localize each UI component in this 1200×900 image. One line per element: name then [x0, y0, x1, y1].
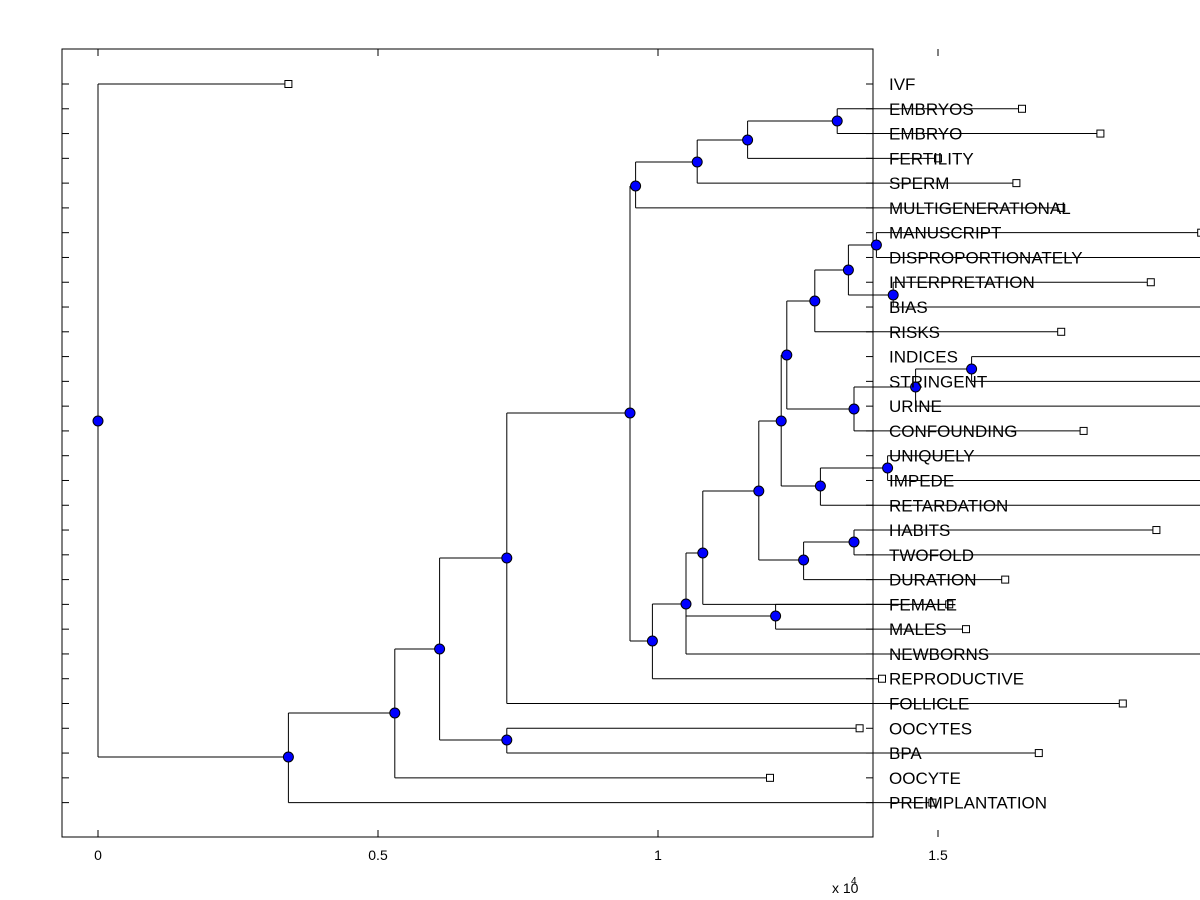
leaf-label: BIAS — [889, 298, 928, 317]
x-axis-ticks: 00.511.522.5 — [94, 49, 948, 863]
leaf-label: TWOFOLD — [889, 546, 974, 565]
leaf-marker — [1152, 526, 1161, 535]
leaf-marker — [1001, 575, 1010, 584]
leaf-label: BPA — [889, 744, 922, 763]
leaf-marker — [1018, 104, 1026, 113]
leaf-label: EMBRYO — [889, 125, 962, 144]
leaf-label: MULTIGENERATIONAL — [889, 199, 1071, 218]
leaf-marker — [1096, 129, 1105, 138]
leaf-labels: IVF EMBRYOS EMBRYO FERTILITY SPERM MULTIGENER… — [889, 75, 1083, 813]
node-marker — [697, 547, 709, 559]
leaf-label: UNIQUELY — [889, 447, 975, 466]
node-marker — [742, 134, 754, 146]
node-marker — [389, 707, 401, 719]
x-tick-label: 1 — [654, 847, 662, 863]
leaf-label: RISKS — [889, 323, 940, 342]
leaf-label: HABITS — [889, 521, 950, 540]
node-marker — [842, 264, 854, 276]
leaf-label: DISPROPORTIONATELY — [889, 248, 1083, 267]
x-axis-multiplier: x 10 — [832, 880, 859, 896]
leaf-marker — [284, 80, 293, 88]
leaf-label: INTERPRETATION — [889, 273, 1035, 292]
leaf-marker — [945, 600, 954, 609]
leaf-marker — [1079, 426, 1088, 435]
leaf-label: MALES — [889, 620, 947, 639]
leaf-label: STRINGENT — [889, 372, 987, 391]
leaf-label: SPERM — [889, 174, 949, 193]
leaf-marker — [1034, 749, 1043, 758]
node-marker — [814, 480, 826, 492]
x-tick-label: 1.5 — [928, 847, 948, 863]
node-marker — [753, 485, 765, 497]
leaf-label: OOCYTES — [889, 719, 972, 738]
leaf-label: DURATION — [889, 571, 977, 590]
leaf-marker — [1118, 699, 1127, 708]
leaf-marker — [928, 798, 937, 807]
leaf-marker — [1197, 228, 1200, 237]
node-marker — [848, 403, 860, 415]
branch-lines — [97, 83, 1200, 804]
node-marker — [501, 734, 513, 746]
node-marker — [680, 598, 692, 610]
leaf-label: EMBRYOS — [889, 100, 974, 119]
node-marker — [501, 552, 513, 564]
plot-frame — [61, 48, 874, 838]
x-axis-multiplier-exponent: 4 — [851, 876, 857, 887]
leaf-label: RETARDATION — [889, 496, 1008, 515]
node-marker — [691, 156, 703, 168]
leaf-label: INDICES — [889, 348, 958, 367]
leaf-marker — [1146, 278, 1155, 287]
node-marker — [809, 295, 821, 307]
node-marker — [646, 635, 658, 647]
node-marker — [775, 415, 787, 427]
leaf-label: OOCYTE — [889, 769, 961, 788]
leaf-label: IMPEDE — [889, 471, 954, 490]
leaf-label: NEWBORNS — [889, 645, 989, 664]
node-markers — [92, 115, 978, 763]
node-marker — [887, 289, 899, 301]
node-marker — [282, 751, 294, 763]
leaf-marker — [1012, 179, 1021, 188]
leaf-marker — [1057, 327, 1066, 336]
leaf-markers — [284, 80, 1200, 807]
leaf-marker — [855, 724, 864, 733]
x-tick-label: 0.5 — [368, 847, 388, 863]
leaf-label: FEMALE — [889, 595, 957, 614]
leaf-marker — [766, 773, 774, 782]
leaf-marker — [934, 154, 942, 163]
node-marker — [624, 407, 636, 419]
y-tick-marks — [62, 83, 873, 804]
node-marker — [798, 554, 810, 566]
leaf-label: FOLLICLE — [889, 695, 969, 714]
node-marker — [848, 536, 860, 548]
node-marker — [870, 239, 882, 251]
leaf-label: IVF — [889, 75, 915, 94]
node-marker — [882, 462, 894, 474]
leaf-label: FERTILITY — [889, 149, 974, 168]
node-marker — [770, 610, 782, 622]
node-marker — [781, 349, 793, 361]
node-marker — [92, 415, 104, 427]
leaf-marker — [962, 625, 970, 634]
leaf-label: PREIMPLANTATION — [889, 794, 1047, 813]
leaf-label: MANUSCRIPT — [889, 224, 1001, 243]
leaf-marker — [878, 674, 886, 683]
leaf-marker — [1057, 203, 1066, 212]
node-marker — [831, 115, 843, 127]
node-marker — [966, 363, 978, 375]
node-marker — [910, 381, 922, 393]
x-tick-label: 0 — [94, 847, 102, 863]
leaf-label: REPRODUCTIVE — [889, 670, 1024, 689]
leaf-label: CONFOUNDING — [889, 422, 1017, 441]
leaf-label: URINE — [889, 397, 942, 416]
node-marker — [630, 180, 642, 192]
node-marker — [434, 643, 446, 655]
